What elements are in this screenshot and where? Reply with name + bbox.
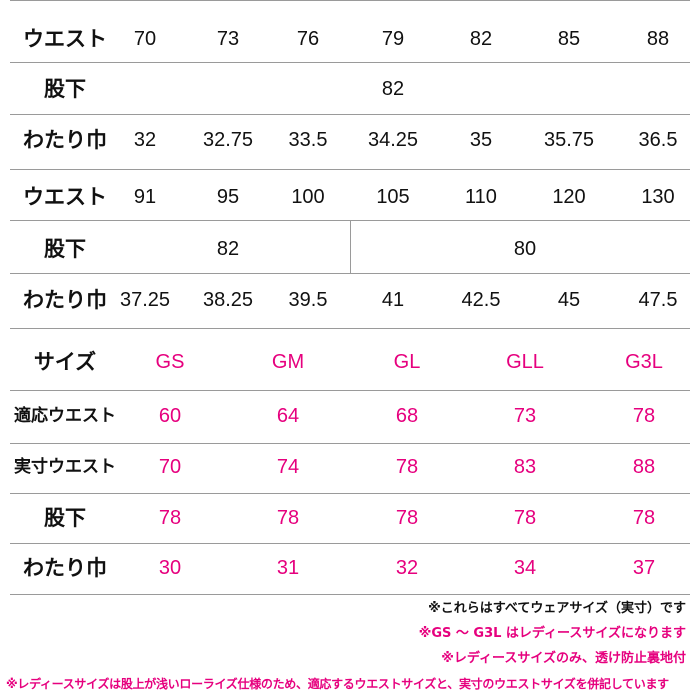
table2-thigh-label: わたり巾 xyxy=(23,288,107,312)
table3-size-header: GM xyxy=(271,351,305,373)
table2-waist-cell: 130 xyxy=(641,186,675,208)
table2-waist-cell: 100 xyxy=(291,186,325,208)
note-low-rise: ※レディースサイズは股上が浅いローライズ仕様のため、適応するウエストサイズと、実… xyxy=(6,677,669,691)
table3-fit-waist-cell: 78 xyxy=(632,405,656,427)
table1-waist-label: ウエスト xyxy=(23,27,107,51)
table-divider xyxy=(10,169,690,170)
table3-actual-waist-cell: 74 xyxy=(276,456,300,478)
table3-actual-waist-cell: 70 xyxy=(158,456,182,478)
table3-fit-waist-cell: 60 xyxy=(158,405,182,427)
table2-thigh-cell: 38.25 xyxy=(202,289,254,311)
table3-rule-3 xyxy=(10,493,690,494)
note-lining: ※レディースサイズのみ、透け防止裏地付 xyxy=(441,651,686,666)
table3-rule-4 xyxy=(10,543,690,544)
table3-thigh-cell: 37 xyxy=(632,557,656,579)
table1-waist-cell: 76 xyxy=(296,28,320,50)
table3-fit-waist-label: 適応ウエスト xyxy=(14,406,116,426)
table2-waist-cell: 105 xyxy=(376,186,410,208)
table1-inseam-label: 股下 xyxy=(44,77,86,101)
table1-waist-cell: 85 xyxy=(557,28,581,50)
table2-inseam-label: 股下 xyxy=(44,237,86,261)
table2-waist-cell: 95 xyxy=(216,186,240,208)
table1-thigh-cell: 34.25 xyxy=(367,129,419,151)
table3-size-header: G3L xyxy=(625,351,663,373)
table1-thigh-cell: 36.5 xyxy=(638,129,678,151)
table3-actual-waist-label: 実寸ウエスト xyxy=(14,457,116,477)
table3-actual-waist-cell: 88 xyxy=(632,456,656,478)
inseam-split-rule xyxy=(350,220,351,273)
table1-thigh-cell: 32.75 xyxy=(202,129,254,151)
table3-thigh-cell: 32 xyxy=(395,557,419,579)
table1-thigh-cell: 35 xyxy=(469,129,493,151)
table3-fit-waist-cell: 68 xyxy=(395,405,419,427)
table1-waist-cell: 73 xyxy=(216,28,240,50)
table3-size-header: GS xyxy=(155,351,185,373)
table3-bottom-rule xyxy=(10,594,690,595)
table3-inseam-cell: 78 xyxy=(632,507,656,529)
table1-top-rule xyxy=(10,0,690,1)
table1-rule-1 xyxy=(10,62,690,63)
table2-waist-cell: 110 xyxy=(465,186,497,208)
table2-thigh-cell: 42.5 xyxy=(461,289,501,311)
table3-size-label: サイズ xyxy=(33,350,97,374)
table3-thigh-cell: 31 xyxy=(276,557,300,579)
table2-waist-cell: 91 xyxy=(133,186,157,208)
table3-inseam-cell: 78 xyxy=(395,507,419,529)
table2-inseam-left-value: 82 xyxy=(216,238,240,260)
table3-size-header: GLL xyxy=(506,351,544,373)
note-ladies-sizes: ※GS 〜 G3L はレディースサイズになります xyxy=(418,626,686,641)
table3-rule-2 xyxy=(10,443,690,444)
note-wear-size: ※これらはすべてウェアサイズ（実寸）です xyxy=(428,601,686,616)
table2-thigh-cell: 39.5 xyxy=(288,289,328,311)
table1-waist-cell: 79 xyxy=(381,28,405,50)
table1-thigh-cell: 32 xyxy=(133,129,157,151)
table1-waist-cell: 82 xyxy=(469,28,493,50)
table3-inseam-cell: 78 xyxy=(513,507,537,529)
table3-actual-waist-cell: 83 xyxy=(513,456,537,478)
table2-waist-label: ウエスト xyxy=(23,185,107,209)
table3-thigh-cell: 34 xyxy=(513,557,537,579)
table1-thigh-label: わたり巾 xyxy=(23,128,107,152)
table3-fit-waist-cell: 64 xyxy=(276,405,300,427)
table2-waist-cell: 120 xyxy=(552,186,586,208)
table2-thigh-cell: 41 xyxy=(381,289,405,311)
table3-thigh-label: わたり巾 xyxy=(23,556,107,580)
table3-inseam-label: 股下 xyxy=(44,506,86,530)
table1-inseam-value: 82 xyxy=(381,78,405,100)
table3-inseam-cell: 78 xyxy=(276,507,300,529)
table2-thigh-cell: 45 xyxy=(557,289,581,311)
table2-thigh-cell: 47.5 xyxy=(638,289,678,311)
table2-thigh-cell: 37.25 xyxy=(119,289,171,311)
table2-inseam-right-value: 80 xyxy=(513,238,537,260)
table3-fit-waist-cell: 73 xyxy=(513,405,537,427)
table3-thigh-cell: 30 xyxy=(158,557,182,579)
table2-rule-2 xyxy=(10,273,690,274)
table3-rule-1 xyxy=(10,390,690,391)
table3-inseam-cell: 78 xyxy=(158,507,182,529)
table1-waist-cell: 88 xyxy=(646,28,670,50)
table3-size-header: GL xyxy=(393,351,421,373)
table3-actual-waist-cell: 78 xyxy=(395,456,419,478)
table1-thigh-cell: 35.75 xyxy=(543,129,595,151)
table1-waist-cell: 70 xyxy=(133,28,157,50)
table2-bottom-rule xyxy=(10,328,690,329)
table1-rule-2 xyxy=(10,114,690,115)
table1-thigh-cell: 33.5 xyxy=(288,129,328,151)
